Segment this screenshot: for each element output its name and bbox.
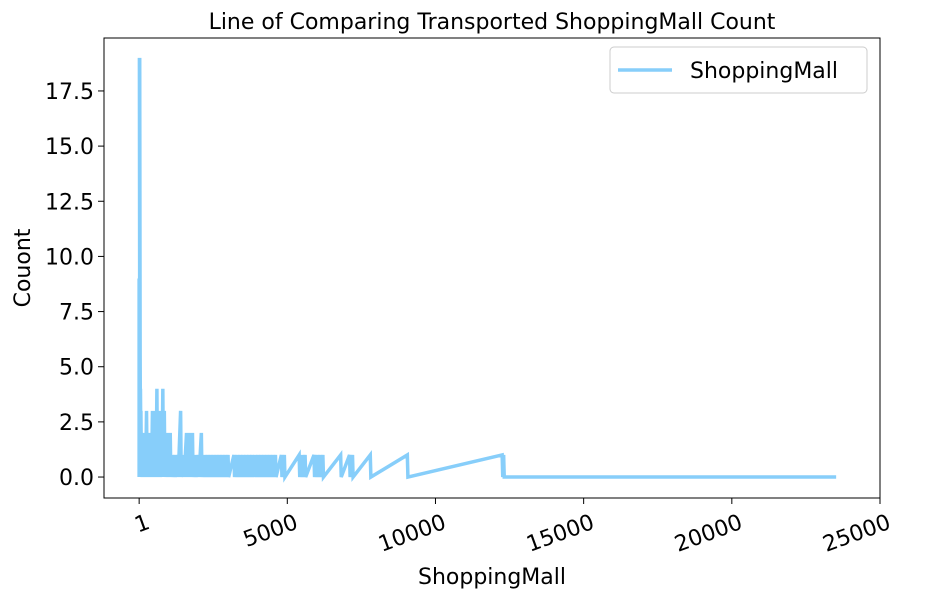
x-tick-label: 20000 <box>672 510 746 557</box>
y-tick-label: 15.0 <box>45 135 94 160</box>
legend-label: ShoppingMall <box>690 59 838 84</box>
plot-area <box>103 37 881 499</box>
y-tick-label: 7.5 <box>59 301 94 326</box>
legend: ShoppingMall <box>609 46 868 94</box>
x-tick-label: 5000 <box>240 510 301 553</box>
chart-title: Line of Comparing Transported ShoppingMa… <box>209 10 776 35</box>
y-tick-label: 17.5 <box>45 80 94 105</box>
x-tick-label: 15000 <box>523 510 597 557</box>
x-axis-label: ShoppingMall <box>418 565 566 590</box>
x-tick-label: 25000 <box>820 510 894 557</box>
y-tick-label: 12.5 <box>45 190 94 215</box>
y-tick-label: 0.0 <box>59 466 94 491</box>
x-tick-label: 10000 <box>375 510 449 557</box>
series-line-shoppingmall <box>137 57 837 483</box>
y-tick-label: 10.0 <box>45 245 94 270</box>
x-axis: 1 5000 10000 15000 20000 25000 <box>131 498 894 558</box>
x-tick-label: 1 <box>131 510 153 538</box>
y-tick-label: 2.5 <box>59 411 94 436</box>
y-axis-label: Couont <box>11 228 36 307</box>
plot-frame <box>103 37 881 499</box>
y-axis: 0.0 2.5 5.0 7.5 10.0 12.5 15.0 17.5 <box>45 80 104 491</box>
y-tick-label: 5.0 <box>59 356 94 381</box>
legend-box <box>609 46 868 94</box>
